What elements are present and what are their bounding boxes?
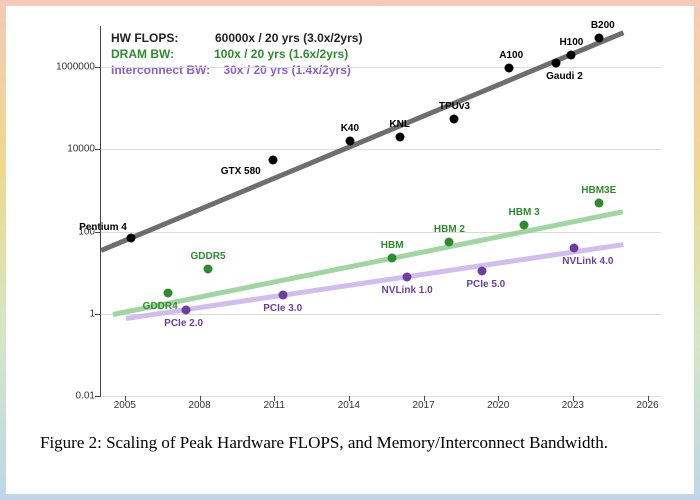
data-point bbox=[204, 264, 213, 273]
data-point bbox=[567, 50, 576, 59]
x-tick-label: 2023 bbox=[553, 400, 593, 411]
data-point-label: H100 bbox=[559, 37, 583, 48]
data-point bbox=[594, 198, 603, 207]
data-point-label: KNL bbox=[389, 119, 410, 130]
data-point-label: HBM 2 bbox=[434, 224, 465, 235]
gridline bbox=[101, 396, 661, 397]
y-tick-label: 100 bbox=[35, 226, 95, 237]
y-tick-mark bbox=[95, 67, 100, 68]
legend: HW FLOPS: 60000x / 20 yrs (3.0x/2yrs)DRA… bbox=[111, 30, 362, 79]
data-point bbox=[181, 305, 190, 314]
data-point bbox=[345, 137, 354, 146]
y-tick-label: 1000000 bbox=[35, 62, 95, 73]
data-point-label: A100 bbox=[499, 50, 523, 61]
x-tick-mark bbox=[125, 396, 126, 401]
data-point-label: PCIe 2.0 bbox=[164, 318, 203, 329]
gridline bbox=[101, 232, 661, 233]
data-point bbox=[477, 266, 486, 275]
y-tick-label: 1 bbox=[35, 308, 95, 319]
data-point-label: GTX 580 bbox=[221, 166, 261, 177]
data-point-label: Gaudi 2 bbox=[546, 71, 583, 82]
legend-row: DRAM BW: 100x / 20 yrs (1.6x/2yrs) bbox=[111, 46, 362, 62]
y-tick-label: 0.01 bbox=[35, 391, 95, 402]
x-tick-label: 2005 bbox=[105, 400, 145, 411]
gridline bbox=[101, 149, 661, 150]
data-point-label: NVLink 1.0 bbox=[382, 285, 433, 296]
x-tick-label: 2017 bbox=[404, 400, 444, 411]
y-tick-mark bbox=[95, 314, 100, 315]
plot-area: HW FLOPS: 60000x / 20 yrs (3.0x/2yrs)DRA… bbox=[100, 26, 661, 397]
data-point bbox=[126, 233, 135, 242]
data-point bbox=[388, 254, 397, 263]
x-tick-mark bbox=[424, 396, 425, 401]
data-point bbox=[505, 63, 514, 72]
data-point bbox=[569, 244, 578, 253]
gridline bbox=[101, 67, 661, 68]
y-tick-label: 10000 bbox=[35, 144, 95, 155]
data-point-label: NVLink 4.0 bbox=[562, 256, 613, 267]
paper-page: HW FLOPS: 60000x / 20 yrs (3.0x/2yrs)DRA… bbox=[6, 6, 694, 494]
legend-row: Interconnect BW: 30x / 20 yrs (1.4x/2yrs… bbox=[111, 62, 362, 78]
data-point bbox=[403, 272, 412, 281]
data-point-label: HBM3E bbox=[581, 185, 616, 196]
data-point bbox=[268, 155, 277, 164]
x-tick-mark bbox=[274, 396, 275, 401]
x-tick-label: 2020 bbox=[478, 400, 518, 411]
data-point-label: HBM bbox=[381, 240, 404, 251]
data-point bbox=[552, 59, 561, 68]
y-tick-mark bbox=[95, 149, 100, 150]
y-tick-mark bbox=[95, 396, 100, 397]
data-point-label: PCIe 3.0 bbox=[263, 303, 302, 314]
data-point-label: TPUv3 bbox=[439, 101, 470, 112]
data-point bbox=[450, 114, 459, 123]
trend-line-dram bbox=[113, 209, 624, 317]
data-point-label: PCIe 5.0 bbox=[466, 279, 505, 290]
chart-frame: HW FLOPS: 60000x / 20 yrs (3.0x/2yrs)DRA… bbox=[30, 16, 670, 426]
x-tick-mark bbox=[349, 396, 350, 401]
x-tick-label: 2008 bbox=[180, 400, 220, 411]
x-tick-label: 2026 bbox=[628, 400, 668, 411]
data-point-label: K40 bbox=[341, 123, 359, 134]
data-point bbox=[594, 34, 603, 43]
figure-caption: Figure 2: Scaling of Peak Hardware FLOPS… bbox=[40, 432, 660, 453]
data-point-label: GDDR5 bbox=[191, 251, 226, 262]
data-point bbox=[278, 291, 287, 300]
x-tick-label: 2014 bbox=[329, 400, 369, 411]
x-tick-mark bbox=[200, 396, 201, 401]
x-tick-label: 2011 bbox=[254, 400, 294, 411]
data-point bbox=[445, 237, 454, 246]
x-tick-mark bbox=[648, 396, 649, 401]
data-point-label: HBM 3 bbox=[509, 207, 540, 218]
data-point bbox=[520, 221, 529, 230]
x-tick-mark bbox=[573, 396, 574, 401]
data-point bbox=[164, 289, 173, 298]
legend-row: HW FLOPS: 60000x / 20 yrs (3.0x/2yrs) bbox=[111, 30, 362, 46]
data-point-label: B200 bbox=[591, 20, 615, 31]
x-tick-mark bbox=[498, 396, 499, 401]
data-point bbox=[395, 133, 404, 142]
y-tick-mark bbox=[95, 232, 100, 233]
